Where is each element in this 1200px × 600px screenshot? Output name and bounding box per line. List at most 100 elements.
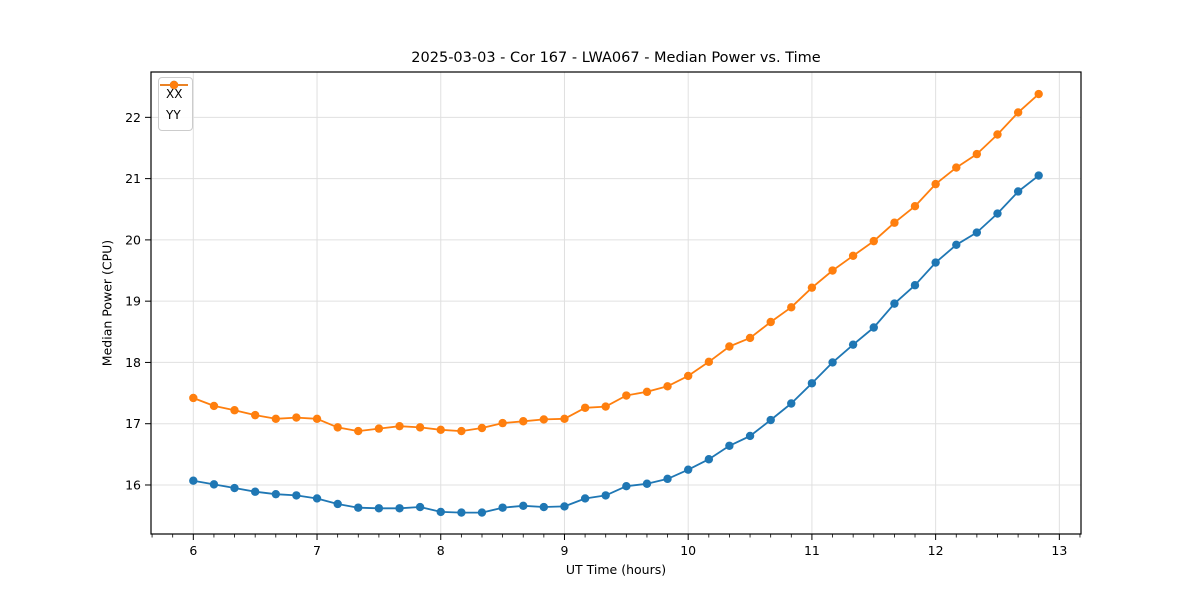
data-point-xx (683, 465, 693, 474)
data-point-xx (601, 491, 610, 500)
data-point-yy (622, 391, 631, 400)
data-point-yy (1034, 89, 1043, 99)
data-point-xx (931, 258, 940, 267)
data-point-xx (292, 491, 301, 500)
data-point-yy (209, 401, 219, 411)
y-axis-label: Median Power (CPU) (99, 239, 115, 367)
data-point-yy (787, 303, 796, 312)
data-point-xx (787, 399, 796, 408)
data-point-xx (745, 431, 755, 441)
data-point-yy (601, 402, 610, 411)
data-point-xx (457, 508, 466, 517)
data-point-yy (766, 317, 775, 327)
legend-label: YY (166, 107, 181, 122)
data-point-xx (250, 487, 260, 496)
y-tick-label: 18 (125, 355, 141, 370)
data-point-xx (663, 474, 672, 484)
data-point-xx (828, 358, 837, 367)
x-tick-label: 9 (560, 543, 568, 558)
data-point-xx (312, 494, 322, 503)
data-point-xx (766, 415, 775, 425)
data-point-xx (415, 502, 425, 512)
legend-label: XX (166, 86, 183, 101)
data-point-yy (1013, 108, 1023, 117)
x-tick-label: 13 (1051, 543, 1067, 558)
y-tick-label: 21 (125, 171, 141, 186)
data-point-yy (477, 423, 487, 433)
series-line-yy (192, 93, 1040, 433)
x-tick-label: 12 (928, 543, 944, 558)
data-point-xx (436, 507, 445, 517)
y-tick-label: 22 (125, 110, 141, 125)
data-point-xx (869, 323, 878, 332)
data-point-yy (189, 393, 198, 403)
x-tick-label: 7 (313, 543, 321, 558)
data-point-xx (333, 499, 342, 509)
data-point-yy (250, 410, 260, 420)
data-point-xx (890, 299, 899, 308)
y-tick-label: 20 (125, 232, 141, 247)
data-point-yy (539, 415, 549, 424)
data-point-xx (848, 340, 858, 349)
data-point-yy (374, 424, 384, 433)
data-point-xx (271, 489, 281, 499)
data-point-yy (498, 418, 507, 428)
chart-title: 2025-03-03 - Cor 167 - LWA067 - Median P… (411, 50, 821, 66)
data-point-xx (993, 209, 1002, 218)
data-point-yy (457, 426, 466, 436)
y-tick-label: 16 (125, 477, 141, 492)
data-point-xx (1034, 171, 1043, 180)
x-tick-label: 10 (680, 543, 696, 558)
data-point-yy (354, 426, 363, 436)
data-point-yy (580, 403, 590, 412)
data-point-yy (230, 406, 239, 415)
data-point-yy (931, 179, 940, 189)
data-point-xx (622, 482, 631, 491)
data-point-yy (807, 283, 817, 292)
data-point-yy (869, 236, 878, 246)
legend-marker-yy (160, 80, 188, 90)
data-point-xx (209, 480, 219, 489)
data-point-xx (642, 479, 652, 488)
x-tick-label: 11 (804, 543, 820, 558)
data-point-yy (704, 357, 714, 367)
data-point-yy (683, 371, 693, 381)
data-point-yy (292, 413, 301, 422)
data-point-xx (354, 503, 363, 512)
data-point-yy (560, 414, 569, 424)
plot-border (150, 71, 1082, 535)
data-point-yy (745, 333, 755, 343)
data-point-xx (189, 476, 198, 485)
data-point-yy (519, 417, 528, 426)
data-point-xx (1013, 187, 1023, 196)
data-point-yy (312, 414, 322, 424)
data-point-xx (725, 441, 734, 450)
x-tick-label: 6 (189, 543, 197, 558)
data-point-xx (498, 503, 507, 512)
data-point-yy (972, 149, 982, 159)
data-point-yy (663, 382, 672, 391)
data-point-xx (560, 502, 569, 511)
data-point-xx (807, 379, 817, 388)
data-point-xx (519, 501, 528, 511)
data-point-yy (952, 163, 961, 172)
data-point-xx (395, 504, 404, 513)
data-point-xx (580, 494, 590, 503)
y-tick-label: 17 (125, 416, 141, 431)
data-point-xx (952, 240, 961, 249)
data-point-xx (230, 483, 239, 493)
data-point-yy (333, 423, 342, 432)
data-point-yy (271, 414, 281, 424)
data-point-xx (910, 281, 920, 290)
data-point-yy (848, 251, 858, 261)
legend-item-yy: YY (160, 80, 188, 125)
data-point-xx (539, 502, 549, 512)
x-tick-label: 8 (437, 543, 445, 558)
data-point-xx (374, 504, 384, 513)
data-point-xx (477, 508, 487, 517)
data-point-xx (972, 228, 982, 237)
legend: XX YY (158, 77, 194, 131)
data-point-yy (725, 342, 734, 351)
